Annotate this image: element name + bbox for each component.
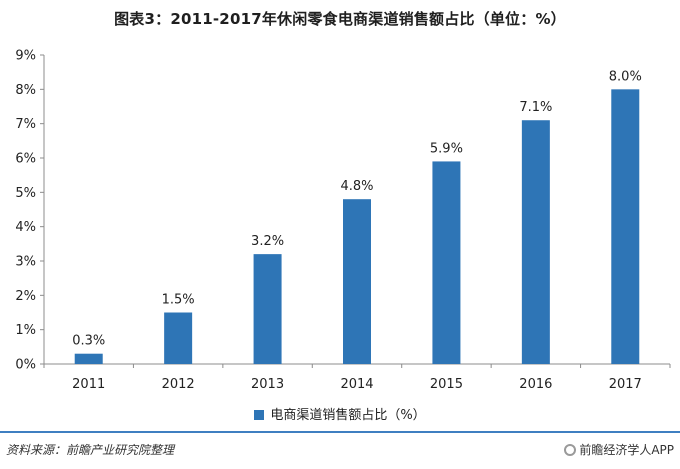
y-tick-label: 8% [15, 83, 36, 98]
bar-2014 [343, 199, 371, 364]
bar-2011 [74, 353, 103, 364]
y-tick-label: 6% [15, 152, 36, 167]
bar-2016 [521, 120, 550, 364]
data-label: 5.9% [430, 141, 463, 156]
legend: 电商渠道销售额占比（%） [0, 404, 680, 423]
x-tick-label: 2016 [519, 377, 552, 392]
y-tick-label: 0% [15, 358, 36, 373]
y-axis: 0% 1% 2% 3% 4% 5% 6% 7% 8% 9% [15, 49, 45, 373]
bar-2015 [432, 161, 461, 364]
y-tick-label: 1% [15, 323, 36, 338]
data-labels: 0.3% 1.5% 3.2% 4.8% 5.9% 7.1% 8.0% [72, 69, 642, 348]
y-tick-label: 5% [15, 186, 36, 201]
x-tick-label: 2013 [251, 377, 284, 392]
y-tick-label: 2% [15, 289, 36, 304]
x-tick-label: 2014 [340, 377, 373, 392]
data-label: 4.8% [340, 179, 373, 194]
x-tick-label: 2015 [430, 377, 463, 392]
chart-title: 图表3：2011-2017年休闲零食电商渠道销售额占比（单位：%） [114, 10, 566, 28]
data-label: 8.0% [609, 69, 642, 84]
bar-2017 [611, 89, 640, 364]
brand-logo-icon [564, 444, 577, 456]
x-tick-label: 2011 [72, 377, 105, 392]
brand-name: 前瞻经济学人APP [579, 443, 674, 457]
y-tick-label: 4% [15, 220, 36, 235]
legend-swatch [254, 410, 265, 420]
footer-divider [0, 431, 680, 433]
source-note: 资料来源：前瞻产业研究院整理 [6, 443, 175, 457]
y-tick-label: 7% [15, 117, 36, 132]
brand-credit: 前瞻经济学人APP [564, 441, 674, 458]
y-tick-label: 3% [15, 255, 36, 270]
data-label: 3.2% [251, 234, 284, 249]
bar-chart: 0%1%2%3%4%5%6%7%8%9% 2011 2012 2013 2014 201… [15, 49, 671, 392]
data-label: 0.3% [72, 334, 105, 349]
bar-2013 [253, 254, 282, 364]
x-tick-label: 2017 [609, 377, 642, 392]
x-axis: 2011 2012 2013 2014 2015 2016 2017 [43, 363, 671, 392]
data-label: 1.5% [162, 293, 195, 308]
bar-2012 [164, 312, 193, 364]
data-label: 7.1% [519, 100, 552, 115]
y-tick-label: 9% [15, 49, 36, 64]
legend-label: 电商渠道销售额占比（%） [270, 408, 426, 423]
x-tick-label: 2012 [162, 377, 195, 392]
bars [74, 89, 640, 364]
